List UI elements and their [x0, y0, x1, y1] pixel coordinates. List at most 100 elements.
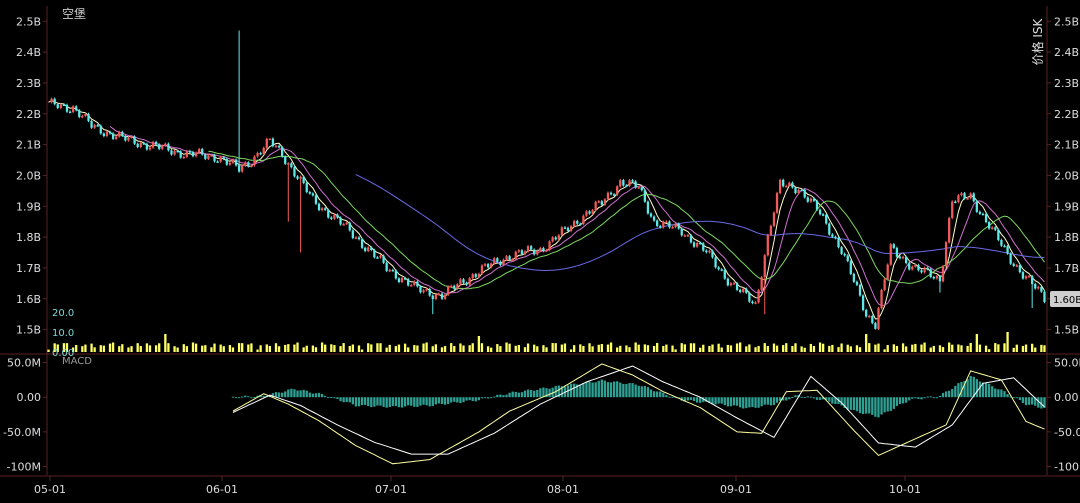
- macd-histogram-bar: [514, 391, 517, 398]
- price-tick-label: 2.5B: [1054, 15, 1079, 28]
- macd-histogram-bar: [920, 397, 923, 400]
- candle-body: [880, 289, 883, 309]
- candle-body: [821, 214, 825, 216]
- macd-histogram-bar: [640, 386, 643, 398]
- volume-bar: [71, 347, 75, 352]
- volume-bar: [108, 343, 112, 352]
- candle-body: [914, 264, 917, 267]
- volume-bar: [754, 347, 757, 352]
- macd-histogram-bar: [379, 397, 382, 406]
- macd-histogram-bar: [468, 397, 471, 401]
- volume-bar: [948, 342, 951, 352]
- candle-body: [643, 190, 647, 202]
- volume-bar: [689, 343, 693, 352]
- macd-histogram-bar: [778, 397, 782, 401]
- candle-body: [825, 214, 828, 224]
- candle-body: [714, 257, 717, 268]
- candle-body: [652, 216, 656, 221]
- candle-body: [892, 244, 895, 248]
- candle-body: [656, 220, 659, 227]
- volume-bar: [545, 347, 548, 352]
- candle-body: [729, 283, 733, 286]
- candle-body: [118, 131, 121, 137]
- macd-histogram-bar: [880, 397, 883, 415]
- macd-histogram-bar: [702, 397, 705, 402]
- macd-histogram-bar: [471, 397, 474, 402]
- volume-bar: [486, 346, 490, 352]
- candle-body: [320, 208, 324, 211]
- candle-body: [511, 259, 514, 261]
- macd-histogram-bar: [579, 384, 582, 398]
- chart-axes: 1.5B1.5B1.6B1.6B1.7B1.7B1.8B1.8B1.9B1.9B…: [3, 15, 1080, 496]
- candle-body: [305, 183, 308, 193]
- volume-bar: [480, 343, 484, 352]
- candle-body: [124, 135, 127, 141]
- candle-body: [957, 195, 960, 203]
- volume-bar: [904, 346, 908, 352]
- macd-histogram-bar: [348, 397, 351, 403]
- macd-histogram-bar: [231, 396, 235, 398]
- macd-histogram-bar: [978, 381, 982, 398]
- candle-body: [994, 227, 997, 230]
- candle-body: [90, 120, 93, 128]
- volume-bar: [523, 347, 527, 352]
- volume-bar: [222, 346, 225, 352]
- volume-bar: [582, 345, 585, 352]
- candle-body: [250, 165, 253, 167]
- price-tick-label: 2.4B: [1054, 46, 1079, 59]
- candle-body: [210, 155, 213, 157]
- macd-histogram-bar: [385, 397, 388, 408]
- candle-body: [588, 211, 591, 214]
- volume-bar: [443, 346, 447, 352]
- volume-bar: [886, 345, 889, 352]
- candle-body: [483, 264, 487, 266]
- macd-histogram-bar: [459, 397, 462, 404]
- macd-histogram-bar: [981, 382, 985, 398]
- candle-body: [161, 145, 164, 149]
- macd-histogram-bar: [357, 397, 361, 407]
- macd-histogram-bar: [502, 395, 505, 398]
- macd-histogram-bar: [330, 396, 333, 398]
- price-tick-label: 2.2B: [16, 108, 41, 121]
- candle-body: [219, 157, 222, 162]
- volume-bar: [671, 345, 674, 352]
- candle-body: [333, 214, 336, 219]
- candle-body: [397, 278, 401, 283]
- macd-histogram-bar: [606, 382, 610, 398]
- volume-bar: [191, 342, 195, 352]
- candle-body: [631, 180, 634, 182]
- volume-bar: [471, 343, 474, 352]
- volume-bar: [717, 343, 720, 352]
- volume-bar: [923, 342, 926, 352]
- candle-body: [253, 156, 256, 166]
- volume-bar: [782, 345, 785, 352]
- macd-histogram-bar: [296, 390, 299, 398]
- macd-histogram-bar: [428, 397, 431, 407]
- macd-histogram-bar: [692, 397, 696, 402]
- candle-body: [911, 266, 914, 270]
- macd-histogram-bar: [714, 397, 717, 405]
- candle-body: [367, 247, 370, 251]
- volume-bar: [324, 344, 327, 352]
- macd-histogram-bar: [686, 397, 690, 401]
- candle-body: [757, 290, 760, 303]
- volume-bar: [745, 346, 748, 352]
- candle-body: [646, 201, 650, 214]
- candle-body: [877, 308, 880, 329]
- candle-body: [351, 230, 355, 239]
- volume-bar: [376, 343, 379, 352]
- volume-bar: [840, 343, 843, 352]
- candle-body: [640, 187, 643, 191]
- candle-body: [935, 276, 939, 279]
- volume-bar: [542, 345, 545, 352]
- macd-histogram-bar: [299, 390, 302, 398]
- candle-body: [443, 294, 447, 299]
- candle-body: [861, 295, 865, 311]
- candle-body: [244, 162, 247, 166]
- macd-histogram-bar: [609, 382, 613, 398]
- volume-bar: [692, 343, 696, 352]
- macd-histogram-bar: [453, 397, 456, 402]
- candle-body: [434, 294, 437, 300]
- volume-bar: [145, 343, 149, 352]
- volume-bar: [490, 347, 493, 352]
